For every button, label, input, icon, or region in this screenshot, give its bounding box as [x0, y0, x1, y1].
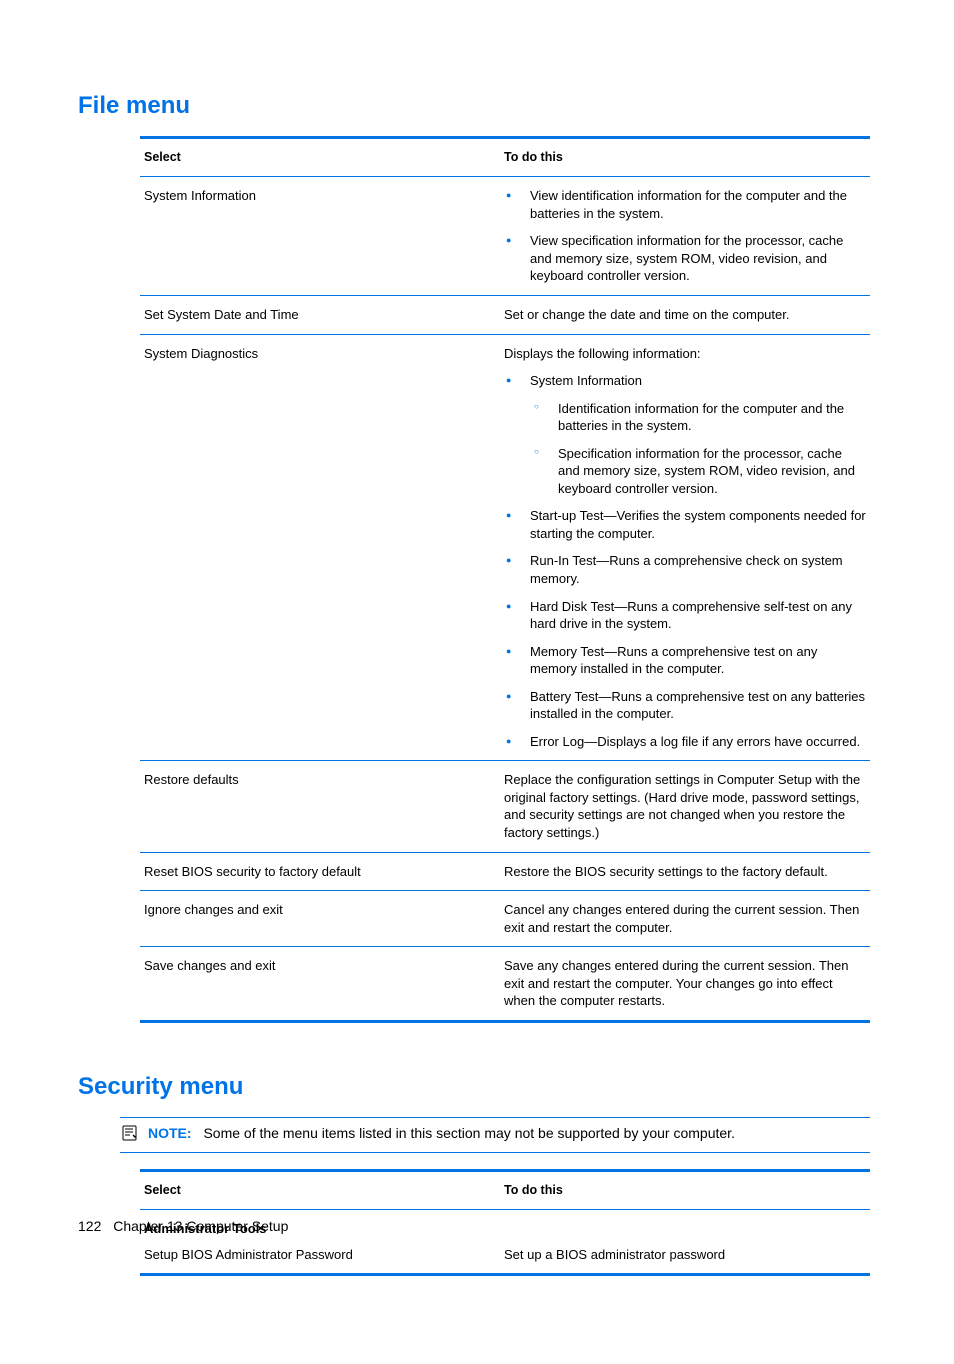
bullet: Run-In Test—Runs a comprehensive check o…: [504, 552, 866, 587]
table-row: Setup BIOS Administrator Password Set up…: [140, 1240, 870, 1275]
bullet: System Information Identification inform…: [504, 372, 866, 497]
cell-select: Reset BIOS security to factory default: [140, 852, 500, 891]
col-select: Select: [140, 1171, 500, 1210]
cell-select: System Diagnostics: [140, 334, 500, 761]
bullet: Battery Test—Runs a comprehensive test o…: [504, 688, 866, 723]
file-menu-table: Select To do this System Information Vie…: [140, 136, 870, 1022]
bullet: Hard Disk Test—Runs a comprehensive self…: [504, 598, 866, 633]
page-number: 122: [78, 1218, 101, 1234]
col-todo: To do this: [500, 1171, 870, 1210]
page-footer: 122 Chapter 13 Computer Setup: [78, 1217, 288, 1236]
bullet: Memory Test—Runs a comprehensive test on…: [504, 643, 866, 678]
cell-select: Restore defaults: [140, 761, 500, 852]
cell-todo: Save any changes entered during the curr…: [500, 947, 870, 1022]
table-row: Ignore changes and exit Cancel any chang…: [140, 891, 870, 947]
table-row: Reset BIOS security to factory default R…: [140, 852, 870, 891]
bullet: Start-up Test—Verifies the system compon…: [504, 507, 866, 542]
bullet: View identification information for the …: [504, 187, 866, 222]
bullet: View specification information for the p…: [504, 232, 866, 285]
table-row: Save changes and exit Save any changes e…: [140, 947, 870, 1022]
cell-todo: Cancel any changes entered during the cu…: [500, 891, 870, 947]
note-text: Some of the menu items listed in this se…: [203, 1125, 735, 1141]
bullet-text: System Information: [530, 373, 642, 388]
diag-intro: Displays the following information:: [504, 345, 866, 363]
note-label: NOTE:: [148, 1125, 192, 1141]
bullet: Error Log—Displays a log file if any err…: [504, 733, 866, 751]
note-icon: [122, 1125, 140, 1146]
table-row: Set System Date and Time Set or change t…: [140, 296, 870, 335]
table-row: System Diagnostics Displays the followin…: [140, 334, 870, 761]
note-content: NOTE: Some of the menu items listed in t…: [148, 1124, 735, 1143]
security-menu-heading: Security menu: [78, 1071, 876, 1103]
table-row: Restore defaults Replace the configurati…: [140, 761, 870, 852]
cell-todo: Replace the configuration settings in Co…: [500, 761, 870, 852]
cell-todo: Set up a BIOS administrator password: [500, 1240, 870, 1275]
note-box: NOTE: Some of the menu items listed in t…: [120, 1117, 870, 1153]
cell-select: Set System Date and Time: [140, 296, 500, 335]
sub-bullet: Identification information for the compu…: [530, 400, 866, 435]
table-row: System Information View identification i…: [140, 177, 870, 296]
cell-todo: Restore the BIOS security settings to th…: [500, 852, 870, 891]
cell-empty: [500, 1210, 870, 1240]
file-menu-heading: File menu: [78, 90, 876, 122]
cell-select: Setup BIOS Administrator Password: [140, 1240, 500, 1275]
cell-todo: View identification information for the …: [500, 177, 870, 296]
col-select: Select: [140, 138, 500, 177]
col-todo: To do this: [500, 138, 870, 177]
cell-todo: Displays the following information: Syst…: [500, 334, 870, 761]
chapter-label: Chapter 13 Computer Setup: [113, 1218, 288, 1234]
cell-todo: Set or change the date and time on the c…: [500, 296, 870, 335]
cell-select: Ignore changes and exit: [140, 891, 500, 947]
cell-select: System Information: [140, 177, 500, 296]
cell-select: Save changes and exit: [140, 947, 500, 1022]
sub-bullet: Specification information for the proces…: [530, 445, 866, 498]
